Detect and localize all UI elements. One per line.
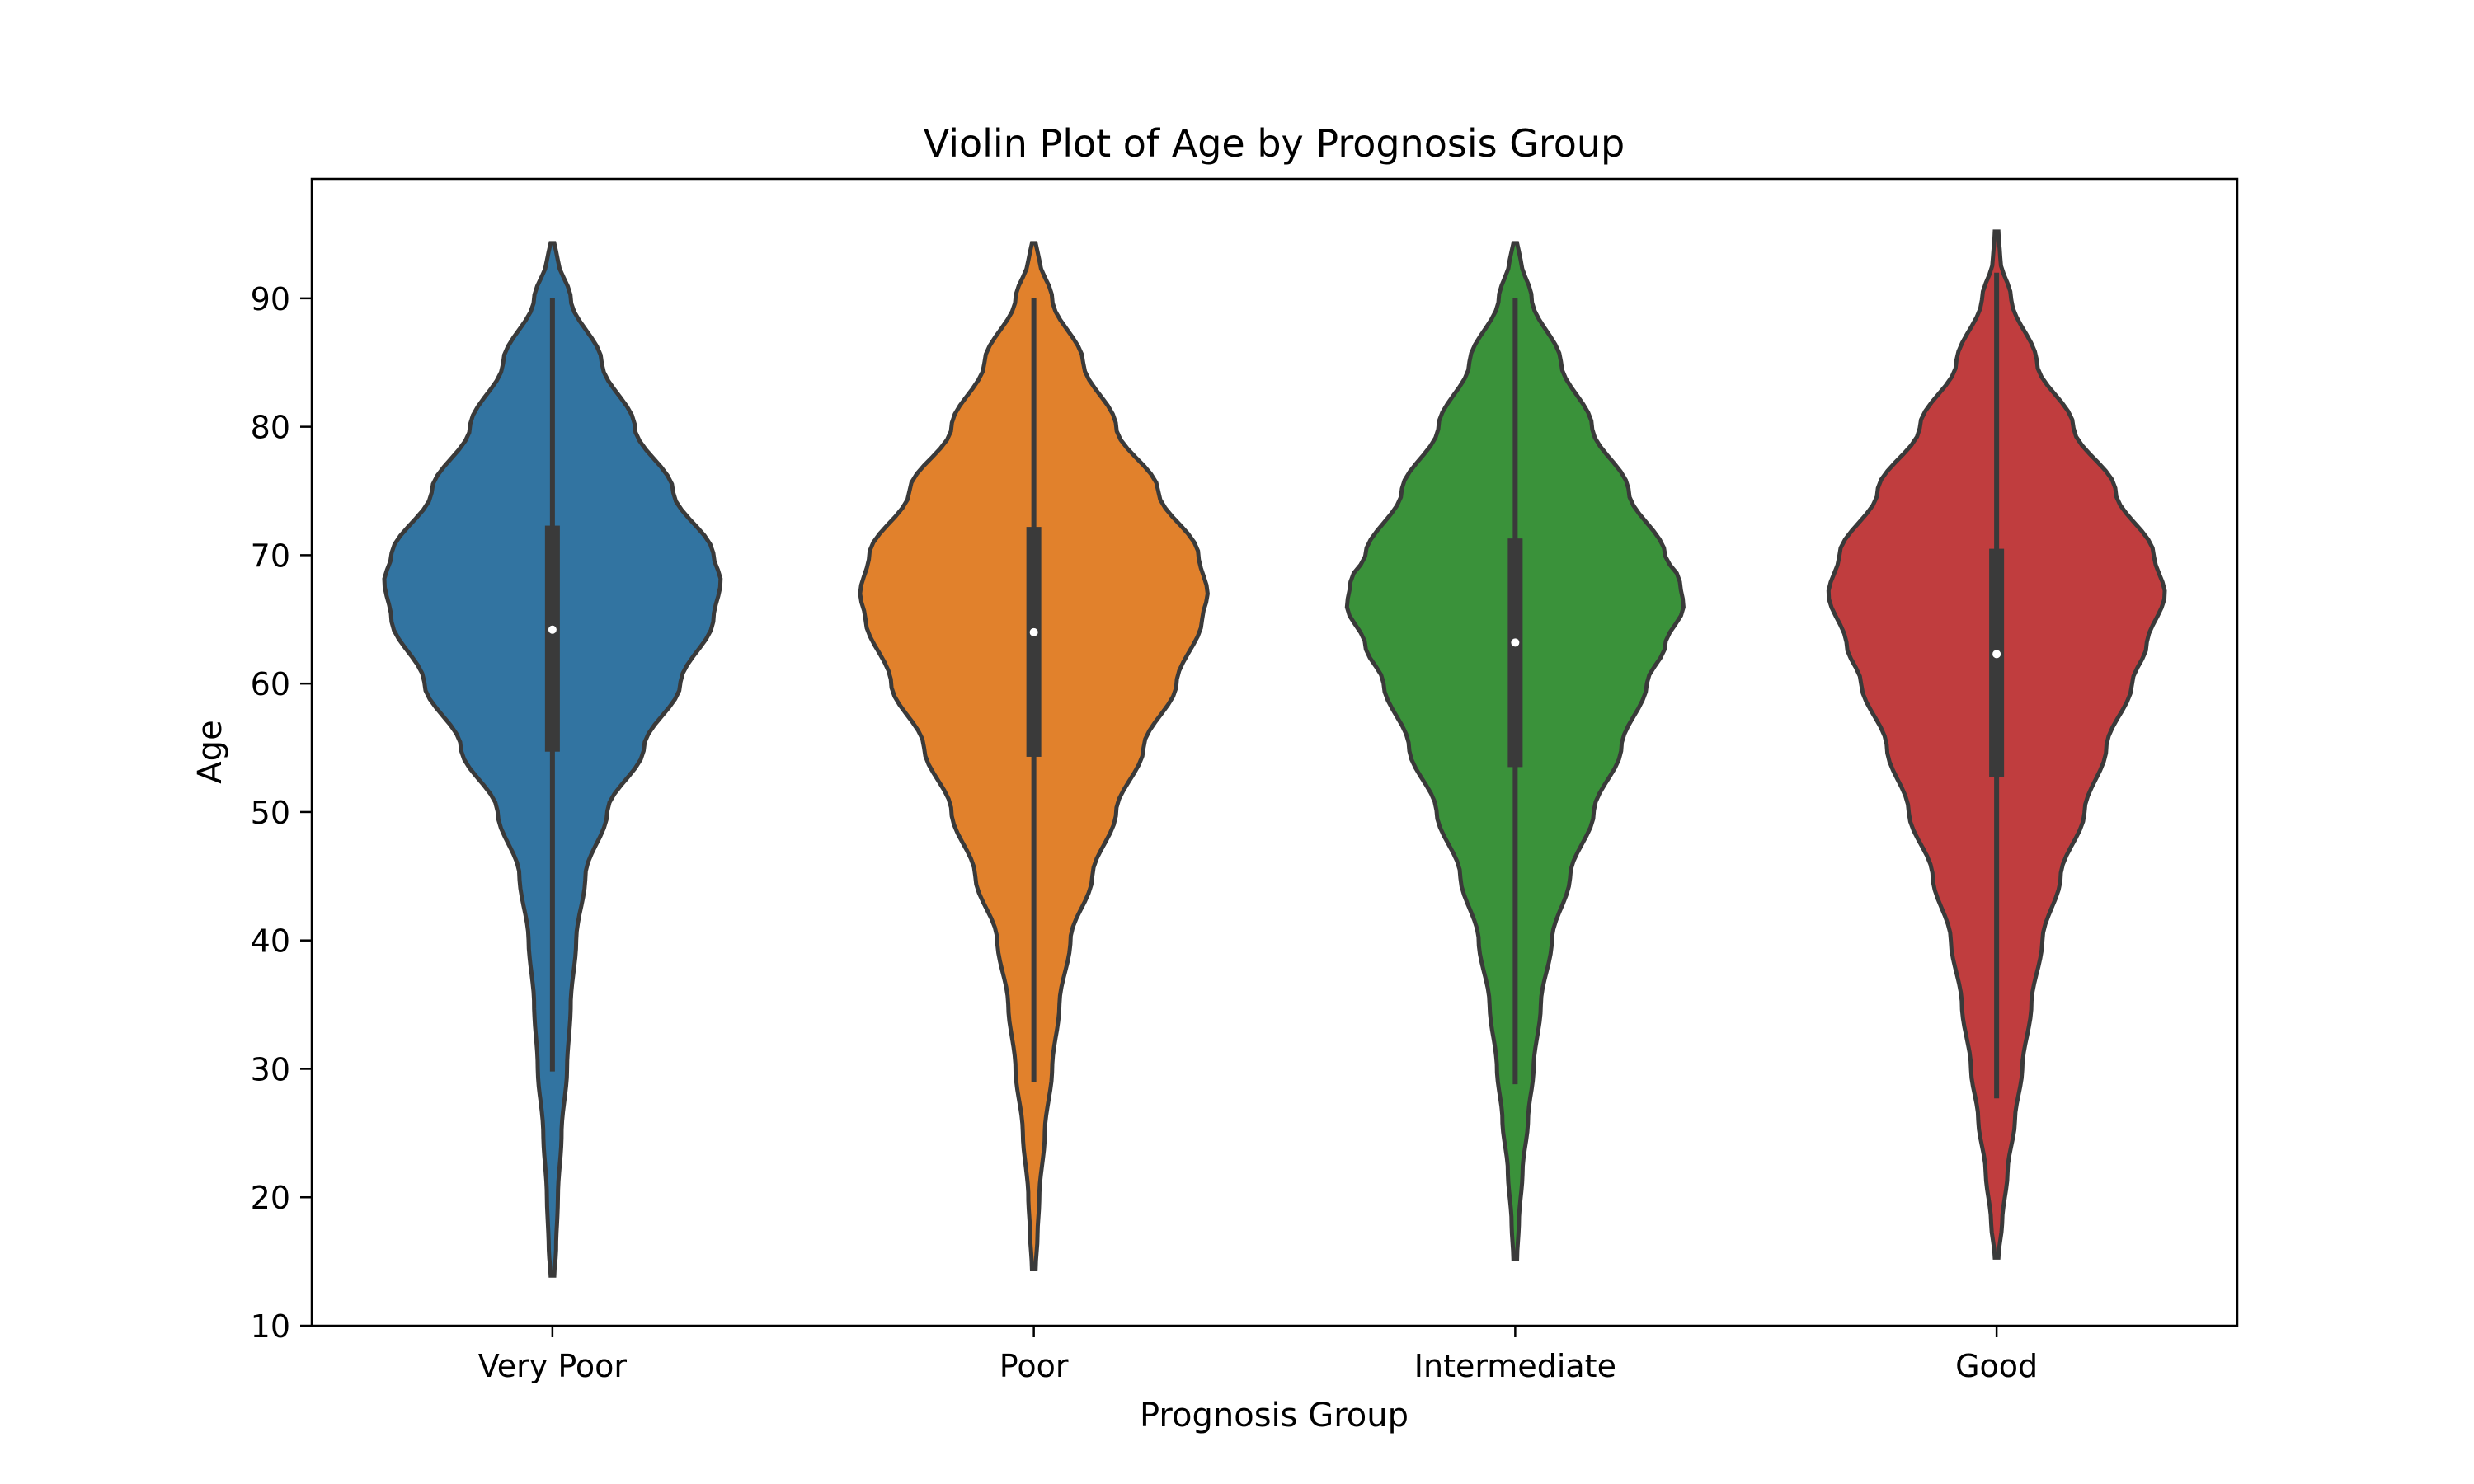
y-axis: 10 20 30 40 50 60 70 80 90	[251, 281, 312, 1345]
iqr-box-poor	[1026, 527, 1042, 757]
median-point-intermediate	[1511, 638, 1520, 647]
y-tick-label: 40	[251, 923, 290, 960]
x-tick-label: Very Poor	[478, 1348, 628, 1384]
chart-title: Violin Plot of Age by Prognosis Group	[924, 121, 1625, 166]
violins-group	[382, 229, 2167, 1278]
y-axis-label: Age	[191, 720, 229, 783]
x-tick-label: Good	[1955, 1348, 2038, 1384]
y-tick-label: 80	[251, 410, 290, 446]
x-tick-label: Intermediate	[1414, 1348, 1616, 1384]
iqr-box-good	[1989, 548, 2005, 777]
violin-poor	[858, 241, 1210, 1271]
median-point-very-poor	[548, 625, 557, 634]
plot-area-frame	[310, 177, 2239, 1327]
median-point-poor	[1029, 627, 1038, 636]
y-tick-label: 90	[251, 281, 290, 317]
y-tick-label: 70	[251, 538, 290, 574]
x-axis: Very Poor Poor Intermediate Good	[478, 1326, 2038, 1384]
violin-intermediate	[1344, 241, 1686, 1261]
y-tick-label: 20	[251, 1180, 290, 1216]
violin-good	[1826, 229, 2167, 1260]
y-tick-label: 30	[251, 1051, 290, 1087]
x-tick-label: Poor	[999, 1348, 1069, 1384]
iqr-box-intermediate	[1507, 538, 1523, 768]
y-tick-label: 50	[251, 795, 290, 831]
y-tick-label: 60	[251, 666, 290, 702]
y-tick-label: 10	[251, 1308, 290, 1345]
iqr-box-very-poor	[544, 525, 560, 752]
x-axis-label: Prognosis Group	[1140, 1397, 1409, 1435]
median-point-good	[1992, 650, 2001, 659]
violin-very-poor	[382, 241, 723, 1278]
